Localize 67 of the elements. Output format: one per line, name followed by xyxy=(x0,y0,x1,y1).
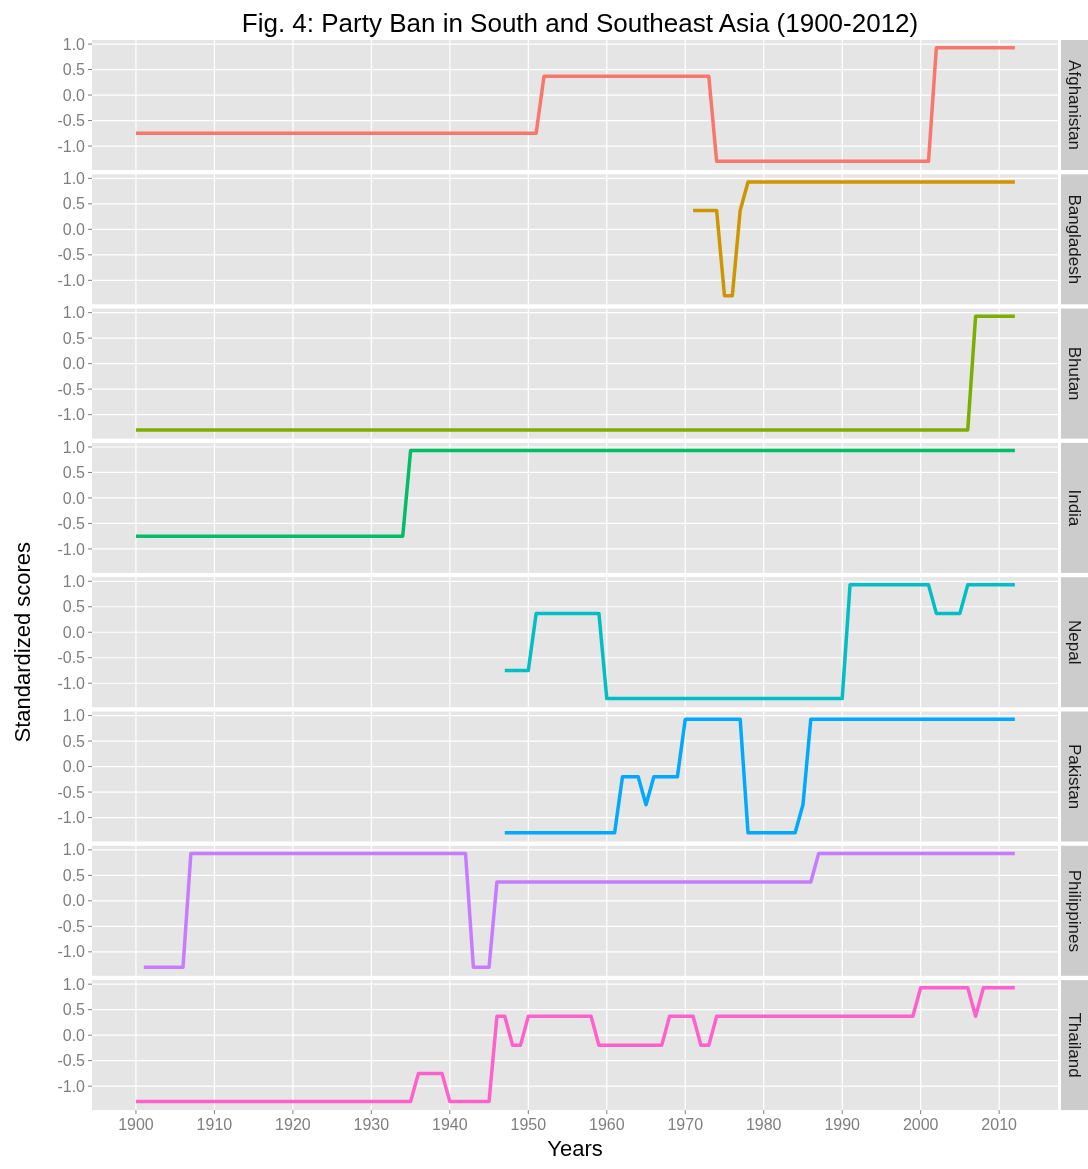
x-tick-label: 2010 xyxy=(981,1116,1018,1134)
y-tick-label: 0.0 xyxy=(62,86,86,104)
y-tick-label: -0.5 xyxy=(57,917,86,935)
text: Bhutan xyxy=(1064,346,1084,401)
y-tick-label: 0.0 xyxy=(62,355,86,373)
x-tick-label: 2000 xyxy=(902,1116,939,1134)
y-tick-label: 1.0 xyxy=(62,975,86,993)
y-tick-label: -1.0 xyxy=(57,271,86,289)
y-tick-label: 1.0 xyxy=(62,841,86,859)
text: Afghanistan xyxy=(1064,60,1084,150)
x-tick-label: 1950 xyxy=(510,1116,547,1134)
y-tick-label: 0.0 xyxy=(62,1026,86,1044)
y-tick-label: 0.5 xyxy=(62,598,86,616)
y-tick-label: 0.5 xyxy=(62,1001,86,1019)
y-tick-label: 0.0 xyxy=(62,623,86,641)
x-axis-title: Years xyxy=(547,1136,603,1162)
x-tick-label: 1980 xyxy=(745,1116,782,1134)
x-tick-label: 1930 xyxy=(353,1116,390,1134)
y-tick-label: -0.5 xyxy=(57,515,86,533)
y-tick-label: -0.5 xyxy=(57,246,86,264)
x-tick-label: 1910 xyxy=(196,1116,233,1134)
text: Thailand xyxy=(1064,1012,1084,1078)
y-tick-label: 0.5 xyxy=(62,329,86,347)
y-tick-label: 0.0 xyxy=(62,758,86,776)
y-tick-label: 1.0 xyxy=(62,35,86,53)
y-tick-label: 1.0 xyxy=(62,304,86,322)
y-tick-label: -1.0 xyxy=(57,540,86,558)
y-tick-label: -0.5 xyxy=(57,112,86,130)
y-tick-label: 0.0 xyxy=(62,220,86,238)
x-tick-label: 1920 xyxy=(275,1116,311,1134)
text: Bangladesh xyxy=(1064,194,1084,285)
y-tick-label: 0.0 xyxy=(62,489,86,507)
y-tick-label: 0.5 xyxy=(62,195,86,213)
y-axis-title: Standardized scores xyxy=(10,541,35,743)
y-tick-label: -1.0 xyxy=(57,1077,86,1095)
x-tick-label: 1940 xyxy=(432,1116,468,1134)
y-tick-label: 0.0 xyxy=(62,892,86,910)
line-series xyxy=(503,583,1017,701)
text: Philippines xyxy=(1064,869,1084,952)
text: Nepal xyxy=(1064,619,1084,665)
y-tick-label: 0.5 xyxy=(62,866,86,884)
line-series xyxy=(503,717,1017,835)
x-tick-label: 1990 xyxy=(824,1116,861,1134)
y-tick-label: 0.5 xyxy=(62,464,86,482)
text: India xyxy=(1064,489,1084,527)
y-tick-label: -1.0 xyxy=(57,674,86,692)
y-tick-label: 0.5 xyxy=(62,732,86,750)
y-tick-label: -0.5 xyxy=(57,649,86,667)
y-tick-label: -1.0 xyxy=(57,943,86,961)
y-tick-label: 1.0 xyxy=(62,169,86,187)
y-tick-label: -1.0 xyxy=(57,137,86,155)
y-tick-label: 1.0 xyxy=(62,707,86,725)
line-series xyxy=(134,45,1017,164)
y-tick-label: -0.5 xyxy=(57,380,86,398)
x-tick-label: 1970 xyxy=(667,1116,704,1134)
y-tick-label: 0.5 xyxy=(62,61,86,79)
y-tick-label: -0.5 xyxy=(57,1052,86,1070)
y-tick-label: -0.5 xyxy=(57,783,86,801)
x-tick-label: 1960 xyxy=(588,1116,625,1134)
y-tick-label: 1.0 xyxy=(62,572,86,590)
y-tick-label: -1.0 xyxy=(57,406,86,424)
y-tick-label: 1.0 xyxy=(62,438,86,456)
y-tick-label: -1.0 xyxy=(57,809,86,827)
line-series xyxy=(134,986,1017,1104)
text: Pakistan xyxy=(1064,743,1084,810)
x-tick-label: 1900 xyxy=(118,1116,154,1134)
chart-title: Fig. 4: Party Ban in South and Southeast Asia (1900-2012) xyxy=(241,8,919,38)
